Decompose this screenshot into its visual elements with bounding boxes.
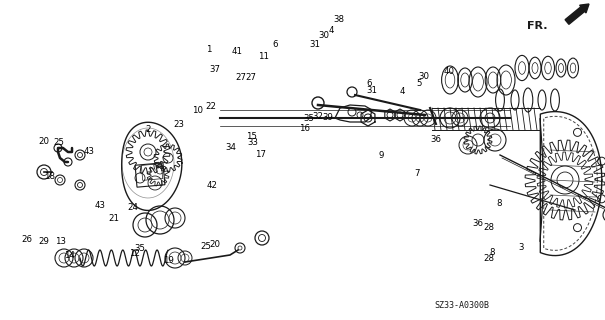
Text: 13: 13 (55, 237, 66, 246)
Text: 30: 30 (319, 31, 330, 40)
Text: 31: 31 (309, 40, 320, 49)
Text: 28: 28 (483, 254, 494, 263)
Text: 36: 36 (473, 219, 483, 228)
Text: 43: 43 (94, 201, 105, 210)
Text: 10: 10 (192, 106, 203, 115)
Text: 8: 8 (496, 199, 502, 208)
Text: 9: 9 (379, 151, 384, 160)
Text: 32: 32 (312, 112, 323, 121)
Text: 29: 29 (38, 237, 49, 246)
Text: 2: 2 (145, 125, 151, 134)
Text: 33: 33 (247, 138, 258, 147)
Text: 14: 14 (64, 252, 75, 260)
Text: 15: 15 (246, 132, 257, 141)
Text: 11: 11 (258, 52, 269, 61)
Text: 21: 21 (108, 214, 119, 223)
Text: 42: 42 (206, 181, 217, 190)
Text: 35: 35 (135, 244, 146, 252)
Text: 8: 8 (489, 248, 495, 257)
Text: 24: 24 (128, 203, 139, 212)
Text: 39: 39 (322, 113, 333, 122)
Text: 23: 23 (173, 120, 184, 129)
Text: 4: 4 (329, 26, 335, 35)
Text: 26: 26 (22, 235, 33, 244)
Text: 31: 31 (367, 86, 378, 95)
Text: 43: 43 (84, 147, 95, 156)
Text: 34: 34 (226, 143, 237, 152)
Text: 6: 6 (366, 79, 372, 88)
Text: 27: 27 (246, 73, 257, 82)
Text: SZ33-A0300B: SZ33-A0300B (434, 301, 489, 310)
Text: 25: 25 (54, 138, 65, 147)
Text: 12: 12 (129, 249, 140, 258)
Text: 20: 20 (209, 240, 220, 249)
Text: 28: 28 (483, 223, 494, 232)
Text: 37: 37 (209, 65, 220, 74)
Text: 18: 18 (44, 172, 55, 180)
Text: 6: 6 (272, 40, 278, 49)
Text: 22: 22 (205, 102, 216, 111)
Text: 20: 20 (38, 137, 49, 146)
Text: 5: 5 (416, 79, 422, 88)
Text: 16: 16 (299, 124, 310, 132)
Text: 35: 35 (303, 114, 314, 123)
Text: 38: 38 (333, 15, 344, 24)
Text: 4: 4 (399, 87, 405, 96)
Text: 40: 40 (443, 67, 454, 76)
Text: 30: 30 (418, 72, 429, 81)
Text: 41: 41 (232, 47, 243, 56)
Text: 1: 1 (206, 45, 212, 54)
Text: 3: 3 (518, 243, 525, 252)
Text: 25: 25 (200, 242, 211, 251)
Text: 17: 17 (255, 150, 266, 159)
Text: FR.: FR. (528, 21, 548, 31)
Text: 36: 36 (430, 135, 441, 144)
Text: 19: 19 (163, 256, 174, 265)
FancyArrow shape (565, 4, 589, 24)
Text: 7: 7 (414, 169, 420, 178)
Text: 27: 27 (235, 73, 246, 82)
